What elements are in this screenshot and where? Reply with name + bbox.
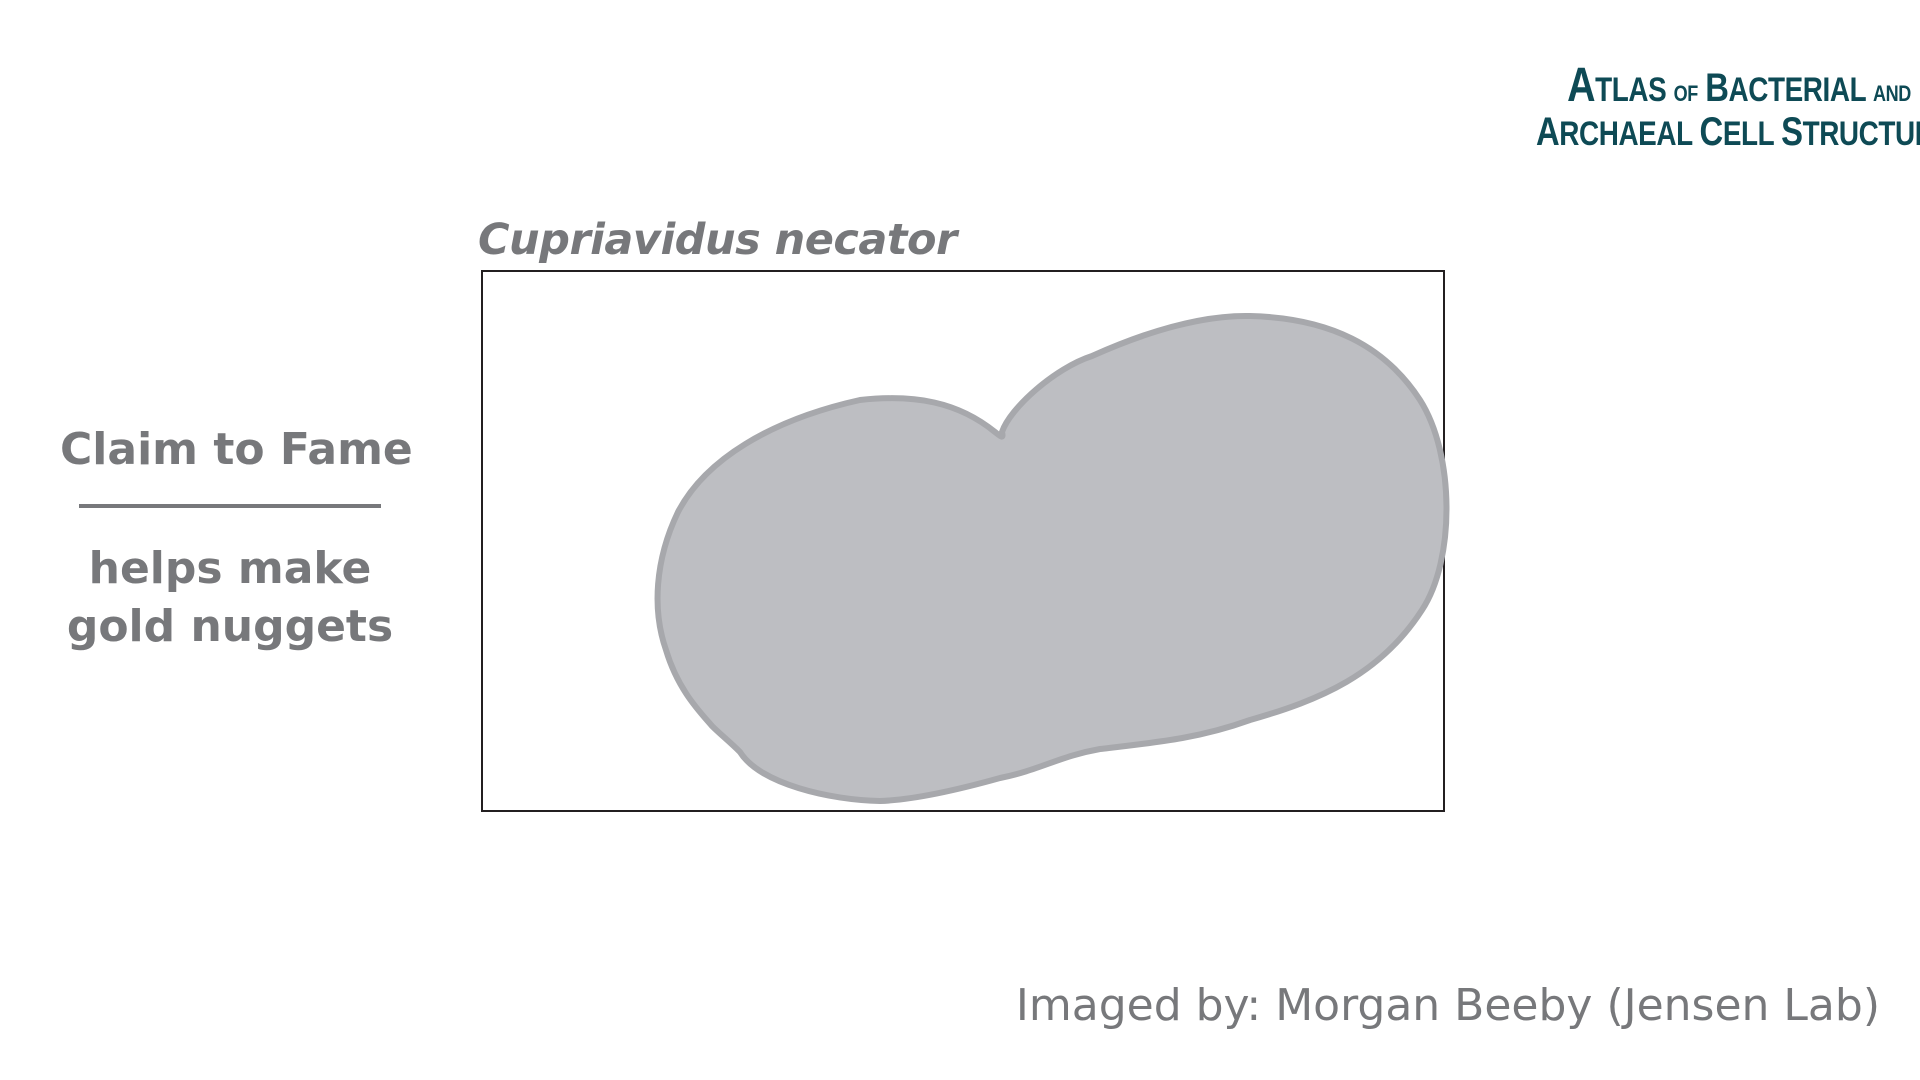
claim-line-2: gold nuggets — [66, 601, 394, 652]
atlas-logo: ATLAS OF BACTERIAL AND ARCHAEAL CELL STR… — [1536, 59, 1920, 154]
logo-line-1: ATLAS OF BACTERIAL AND — [1567, 59, 1911, 112]
claim-line-1: helps make — [88, 543, 372, 594]
claim-to-fame-text: helps make gold nuggets — [60, 540, 400, 656]
specimen-image-frame — [481, 270, 1445, 812]
specimen-name: Cupriavidus necator — [478, 215, 957, 265]
logo-line-2: ARCHAEAL CELL STRUCTURE — [1536, 110, 1920, 154]
image-credit: Imaged by: Morgan Beeby (Jensen Lab) — [1015, 980, 1880, 1031]
claim-to-fame-heading: Claim to Fame — [60, 424, 413, 475]
claim-divider — [79, 504, 381, 508]
